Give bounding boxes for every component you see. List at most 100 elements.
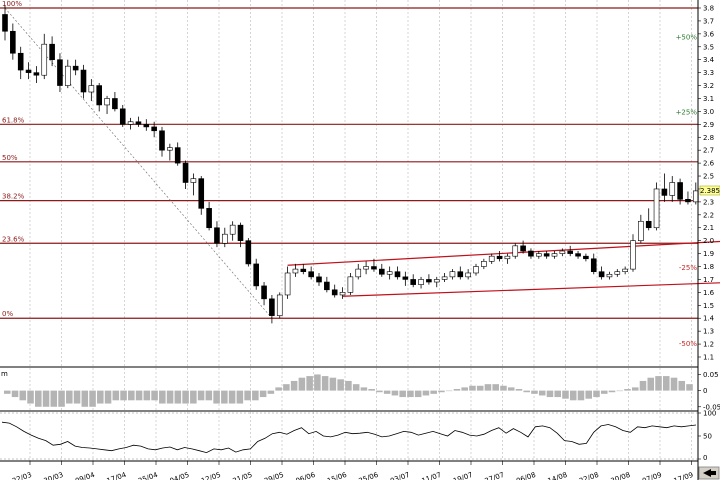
fibonacci-lines: 100% 61.8% 50% 38.2% 23.6% 0% bbox=[0, 0, 698, 319]
oscillator-bar bbox=[647, 377, 655, 391]
indicator-tick-label: 50 bbox=[703, 433, 712, 441]
oscillator-bar bbox=[197, 390, 205, 401]
oscillator-bar bbox=[174, 390, 182, 404]
oscillator-bar bbox=[314, 374, 321, 391]
price-tick-label: 1.3 bbox=[703, 328, 714, 336]
price-tick-label: 1.7 bbox=[703, 276, 714, 284]
oscillator-tick-label: -0.05 bbox=[703, 403, 720, 411]
candle-body bbox=[590, 258, 597, 272]
candle-body bbox=[433, 279, 440, 283]
percent-label: -50% bbox=[679, 340, 697, 348]
oscillator-tick-label: 0.05 bbox=[703, 371, 719, 379]
date-tick-label: 17/09 bbox=[673, 471, 695, 480]
oscillator-bar bbox=[19, 390, 27, 401]
candle-body bbox=[174, 147, 181, 164]
price-tick-label: 2.9 bbox=[703, 121, 714, 129]
oscillator-bar bbox=[445, 390, 453, 392]
price-tick-label: 3.2 bbox=[703, 82, 714, 90]
candle-body bbox=[426, 279, 432, 283]
candle-body bbox=[143, 124, 150, 128]
fib-label: 100% bbox=[2, 0, 22, 8]
oscillator-bar bbox=[608, 390, 616, 393]
candle-body bbox=[72, 65, 79, 71]
candle-body bbox=[606, 273, 613, 278]
oscillator-bar bbox=[267, 390, 275, 394]
candle-body bbox=[112, 98, 118, 110]
candle-body bbox=[104, 98, 110, 106]
candle-body bbox=[394, 271, 401, 278]
oscillator-bar bbox=[600, 390, 608, 394]
indicator-tick-label: 0 bbox=[703, 454, 707, 462]
candle-body bbox=[496, 255, 503, 260]
date-tick-label: 07/09 bbox=[641, 471, 663, 480]
oscillator-bar bbox=[190, 390, 197, 404]
price-tick-label: 1.1 bbox=[703, 354, 714, 362]
candle-body bbox=[300, 268, 307, 272]
oscillator-bar bbox=[27, 390, 34, 404]
oscillator-bar bbox=[290, 380, 298, 391]
date-tick-label: 11/07 bbox=[421, 471, 443, 480]
price-tick-label: 3.7 bbox=[703, 17, 714, 25]
scroll-left-button[interactable] bbox=[698, 466, 720, 480]
oscillator-tick-label: 0 bbox=[703, 387, 707, 395]
oscillator-bar bbox=[166, 390, 174, 404]
candle-body bbox=[269, 298, 275, 316]
candle-body bbox=[669, 182, 676, 196]
oscillator-bar bbox=[182, 390, 189, 404]
oscillator-bar bbox=[686, 384, 693, 391]
percent-label: -25% bbox=[679, 264, 697, 272]
oscillator-bar bbox=[252, 390, 259, 401]
candle-body bbox=[167, 147, 173, 151]
oscillator-bar bbox=[135, 390, 143, 401]
candle-body bbox=[80, 69, 87, 93]
left-arrow-icon bbox=[703, 469, 716, 477]
oscillator-bar bbox=[81, 390, 89, 407]
oscillator-bar bbox=[35, 390, 42, 407]
candle-body bbox=[159, 130, 165, 151]
date-axis: 22/03 30/03 09/04 17/04 25/04 04/05 12/05 21/05… bbox=[0, 460, 698, 480]
oscillator-bar bbox=[360, 387, 368, 391]
date-tick-label: 30/08 bbox=[610, 471, 632, 480]
date-gridlines bbox=[29, 0, 692, 366]
oscillator-bar bbox=[298, 377, 306, 391]
oscillator-bar bbox=[500, 385, 507, 391]
candle-body bbox=[96, 85, 102, 106]
date-tick-label: 15/06 bbox=[326, 471, 348, 480]
candle-body bbox=[559, 250, 566, 254]
candle-body bbox=[402, 276, 409, 280]
oscillator-bar bbox=[376, 390, 383, 393]
candle-body bbox=[33, 72, 40, 76]
oscillator-bar bbox=[236, 390, 244, 404]
oscillator-bar bbox=[321, 376, 329, 391]
candle-body bbox=[214, 227, 220, 244]
price-tick-label: 3.1 bbox=[703, 95, 714, 103]
oscillator-bar bbox=[670, 377, 678, 391]
channel-lower-line bbox=[342, 282, 720, 297]
fib-label: 23.6% bbox=[2, 235, 25, 243]
fib-label: 0% bbox=[2, 310, 13, 318]
oscillator-bar bbox=[352, 384, 360, 391]
oscillator-bar bbox=[531, 390, 538, 394]
oscillator-bar bbox=[228, 390, 236, 404]
oscillator-bar bbox=[624, 389, 631, 391]
indicator-axis: 100 50 0 bbox=[698, 410, 716, 462]
date-tick-label: 14/08 bbox=[547, 471, 569, 480]
price-tick-label: 2.8 bbox=[703, 134, 714, 142]
oscillator-bar bbox=[438, 390, 445, 393]
price-axis: 3.8 3.7 3.6 3.5 3.4 3.3 3.2 3.1 3.0 2.9 2.8 2.7 2.6 2… bbox=[698, 5, 715, 362]
candle-body bbox=[331, 289, 338, 296]
oscillator-bar bbox=[97, 390, 104, 404]
date-tick-label: 17/04 bbox=[106, 471, 128, 480]
candle-body bbox=[638, 220, 644, 241]
oscillator-bar bbox=[11, 390, 19, 398]
oscillator-bar bbox=[507, 387, 515, 391]
oscillator-bar bbox=[538, 390, 546, 396]
oscillator-bar bbox=[585, 390, 593, 399]
candle-body bbox=[17, 52, 24, 71]
fib-label: 38.2% bbox=[2, 193, 25, 201]
date-tick-label: 22/03 bbox=[11, 471, 33, 480]
price-tick-label: 2.6 bbox=[703, 160, 715, 168]
candle-body bbox=[614, 271, 621, 275]
candle-body bbox=[151, 126, 157, 132]
oscillator-bar bbox=[569, 390, 577, 401]
